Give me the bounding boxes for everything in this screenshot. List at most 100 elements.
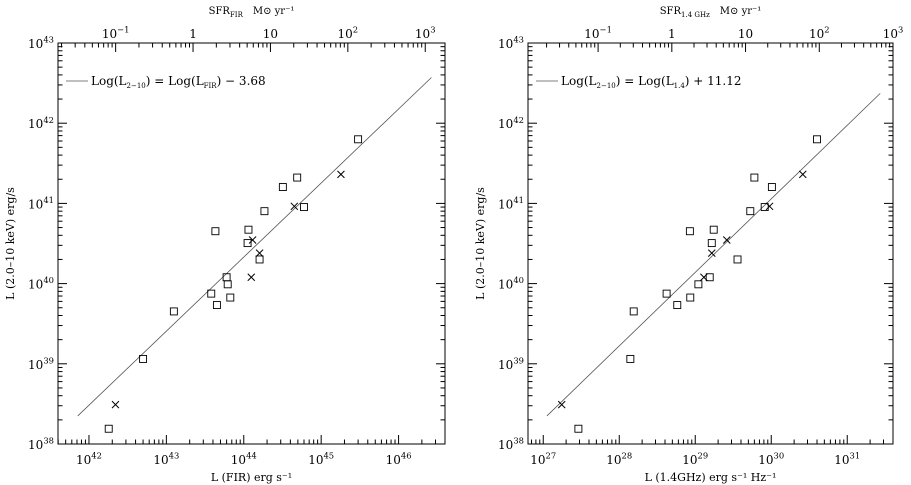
cross-stroke (557, 400, 566, 409)
top-tick-label: 1 (189, 27, 197, 41)
top-tick-label: 103 (415, 25, 436, 41)
data-point-square (139, 354, 148, 363)
data-point-square (746, 207, 755, 216)
top-tick-label: 102 (338, 25, 359, 41)
data-point-square (226, 293, 235, 302)
data-point-cross (707, 249, 716, 257)
y-tick-label: 1038 (28, 436, 54, 452)
data-point-square (223, 280, 232, 289)
legend-label: Log(L2−10) = Log(LFIR) − 3.68 (91, 74, 266, 90)
top-tick-label: 10−1 (102, 25, 130, 41)
y-tick-label: 1038 (498, 436, 524, 452)
x-tick-label: 1046 (386, 451, 412, 467)
data-point-square (169, 307, 178, 316)
data-point-square (300, 203, 308, 212)
data-point-square (104, 424, 113, 433)
data-point-square (709, 225, 718, 234)
data-point-cross (798, 170, 807, 179)
x-axis-title: L (FIR) erg s⁻¹ (211, 471, 292, 484)
data-point-square (686, 293, 695, 302)
y-tick-label: 1043 (498, 35, 524, 51)
data-point-cross (111, 400, 120, 409)
x-tick-label: 1044 (231, 451, 257, 467)
data-point-square (207, 289, 216, 298)
data-point-cross (248, 236, 257, 244)
cross-stroke (798, 170, 807, 179)
data-point-square (705, 273, 714, 282)
x-tick-label: 1030 (758, 451, 784, 467)
panel-1: 1042 1043 1044 1045 1046 1038 1039 1040 1041 1042… (4, 6, 446, 484)
data-point-square (354, 135, 363, 144)
data-point-cross (722, 236, 731, 244)
x-tick-label: 1043 (153, 451, 179, 467)
cross-stroke (700, 273, 708, 282)
data-point-square (673, 301, 682, 310)
top-tick-label: 1 (668, 27, 676, 41)
x-axis-title: L (1.4GHz) erg s⁻¹ Hz⁻¹ (645, 471, 777, 484)
data-point-square (278, 183, 287, 191)
data-point-square (222, 273, 231, 282)
y-axis-title: L (2.0–10 keV) erg/s (474, 187, 487, 300)
data-point-square (244, 225, 253, 234)
data-point-cross (700, 273, 708, 282)
y-tick-label: 1040 (498, 275, 524, 291)
y-tick-label: 1041 (498, 195, 524, 211)
data-point-square (574, 424, 583, 433)
data-point-square (293, 173, 302, 182)
cross-stroke (337, 170, 345, 179)
fit-line (77, 77, 432, 417)
y-tick-label: 1042 (28, 115, 54, 131)
x-tick-label: 1029 (682, 451, 708, 467)
top-tick-label: 10 (263, 27, 278, 41)
data-point-square (212, 301, 221, 310)
x-tick-label: 1027 (530, 451, 556, 467)
data-point-cross (255, 249, 264, 257)
top-tick-label: 10 (738, 27, 753, 41)
cross-stroke (255, 249, 264, 257)
data-point-square (255, 255, 264, 264)
data-point-cross (557, 400, 566, 409)
y-tick-label: 1039 (28, 355, 54, 371)
y-tick-label: 1042 (498, 115, 524, 131)
data-point-cross (337, 170, 345, 179)
cross-stroke (111, 400, 120, 409)
top-tick-label: 103 (883, 25, 904, 41)
x-tick-label: 1028 (606, 451, 632, 467)
y-tick-label: 1041 (28, 195, 54, 211)
data-point-cross (290, 202, 299, 211)
plot-frame (527, 42, 894, 445)
x-tick-label: 1042 (76, 451, 102, 467)
data-point-square (767, 183, 776, 191)
data-point-square (260, 207, 269, 216)
top-axis-title: SFR1.4 GHz M⊙ yr⁻¹ (660, 6, 762, 19)
legend-label: Log(L2−10) = Log(L1.4) + 11.12 (561, 74, 742, 90)
data-point-cross (765, 202, 774, 211)
data-point-square (629, 307, 638, 316)
cross-stroke (707, 249, 716, 257)
data-point-square (626, 354, 635, 363)
cross-stroke (290, 202, 299, 211)
cross-stroke (765, 202, 774, 211)
y-tick-label: 1043 (28, 35, 54, 51)
top-axis-title: SFRFIR M⊙ yr⁻¹ (209, 6, 295, 19)
data-point-square (813, 135, 821, 144)
data-point-square (750, 173, 759, 182)
data-point-square (733, 255, 742, 264)
panel-2: 1027 1028 1029 1030 103110381039104010411042… (474, 6, 903, 484)
data-point-square (685, 227, 694, 236)
top-tick-label: 102 (809, 25, 830, 41)
y-axis-title: L (2.0–10 keV) erg/s (4, 187, 17, 300)
data-point-cross (247, 273, 256, 282)
data-point-square (707, 239, 716, 248)
data-point-square (662, 289, 671, 298)
top-tick-label: 10−1 (584, 25, 612, 41)
cross-stroke (247, 273, 256, 282)
data-point-square (243, 239, 252, 248)
data-point-square (211, 227, 220, 236)
x-tick-label: 1031 (834, 451, 860, 467)
y-tick-label: 1040 (28, 275, 54, 291)
cross-stroke (722, 236, 731, 244)
y-tick-label: 1039 (498, 355, 524, 371)
data-point-square (694, 280, 703, 289)
